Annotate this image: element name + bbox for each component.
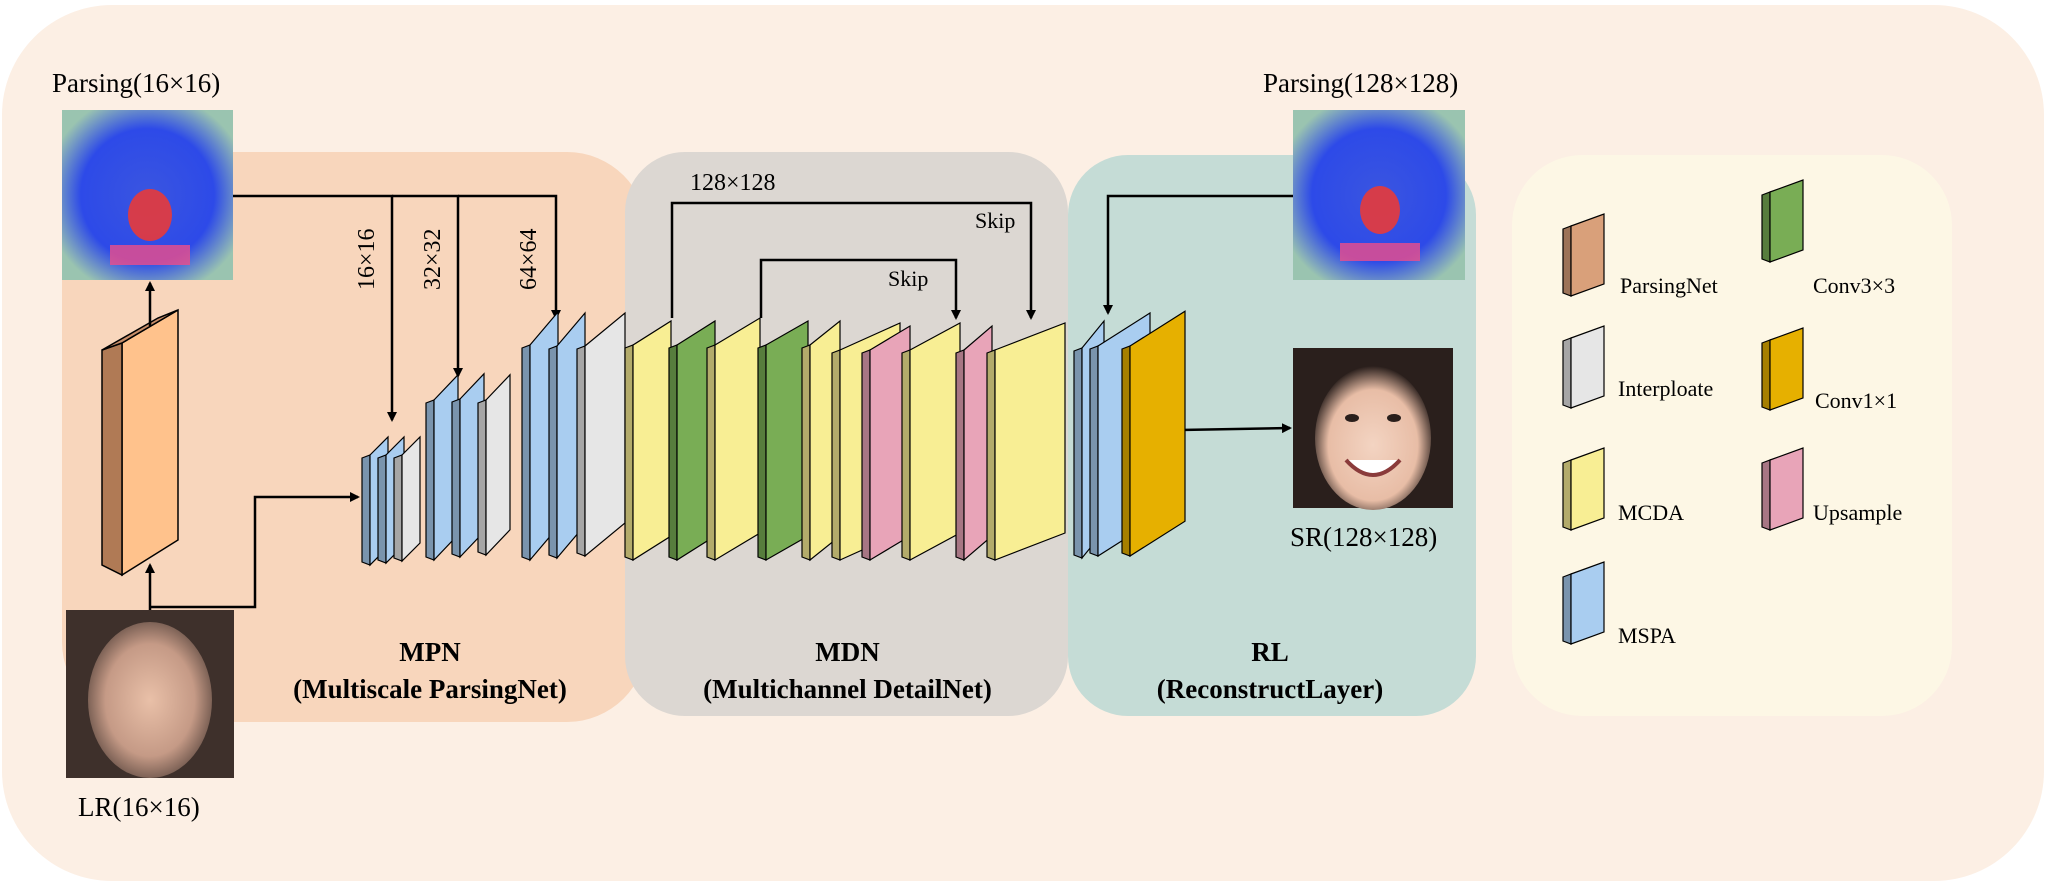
mdn-layer-block xyxy=(861,324,911,562)
skip-label-inner: Skip xyxy=(888,266,929,291)
rl-panel xyxy=(1068,155,1476,716)
legend-block-2 xyxy=(1562,325,1605,409)
legend-block-5 xyxy=(1761,447,1804,531)
parsing-small-image xyxy=(62,110,233,280)
mdn-layer-block xyxy=(624,319,672,562)
legend-panel xyxy=(1512,155,1952,716)
arrow-lr-to-mspa xyxy=(150,492,360,609)
mpn-title: MPN (Multiscale ParsingNet) xyxy=(265,634,595,708)
legend-label-conv1: Conv1×1 xyxy=(1815,388,1898,413)
mpn-layer-block xyxy=(576,311,626,558)
skip-size-label: 128×128 xyxy=(690,170,776,196)
mdn-layer-block xyxy=(757,319,809,562)
scale-label-32: 32×32 xyxy=(420,228,446,290)
legend-block-0 xyxy=(1562,213,1605,297)
mdn-title: MDN (Multichannel DetailNet) xyxy=(680,634,1015,708)
legend-label-mcda: MCDA xyxy=(1618,500,1685,525)
rl-full-name: (ReconstructLayer) xyxy=(1156,674,1384,704)
mpn-layer-block xyxy=(477,373,511,557)
mdn-layer-block xyxy=(955,324,993,562)
arrow-skip-inner xyxy=(759,258,961,320)
mpn-panel xyxy=(62,152,647,722)
rl-name: RL xyxy=(1251,637,1289,667)
mdn-layer-block xyxy=(901,321,961,562)
arrow-parsing-large-to-rl xyxy=(1103,194,1293,315)
legend-block-6 xyxy=(1562,561,1605,645)
sr-label: SR(128×128) xyxy=(1290,522,1438,552)
mpn-name: MPN xyxy=(399,637,461,667)
legend-label-parsingnet: ParsingNet xyxy=(1620,273,1718,298)
arrow-rl-to-sr xyxy=(1179,423,1292,434)
parsing-large-label: Parsing(128×128) xyxy=(1263,68,1459,98)
mpn-layer-block xyxy=(393,435,421,563)
mdn-layer-block xyxy=(706,316,761,562)
legend-label-interpolate: Interploate xyxy=(1618,376,1714,401)
mdn-layer-block xyxy=(986,322,1066,561)
parsing-small-label: Parsing(16×16) xyxy=(52,68,221,98)
legend-label-upsample: Upsample xyxy=(1813,500,1903,525)
lr-face-image xyxy=(66,610,234,778)
mpn-full-name: (Multiscale ParsingNet) xyxy=(293,674,567,704)
legend-block-1 xyxy=(1761,179,1804,263)
mdn-name: MDN xyxy=(815,637,880,667)
parsing-large-image xyxy=(1293,110,1465,280)
arrow-parsing-64 xyxy=(458,194,561,320)
rl-conv1-block xyxy=(1121,310,1186,558)
skip-label-outer: Skip xyxy=(975,208,1016,233)
legend-label-conv3: Conv3×3 xyxy=(1813,273,1896,298)
sr-face-image xyxy=(1293,348,1453,510)
mdn-full-name: (Multichannel DetailNet) xyxy=(703,674,992,704)
legend-block-3 xyxy=(1761,327,1804,411)
rl-title: RL (ReconstructLayer) xyxy=(1120,634,1420,708)
legend-label-mspa: MSPA xyxy=(1618,623,1676,648)
legend-block-4 xyxy=(1562,447,1605,531)
scale-label-64: 64×64 xyxy=(516,228,542,290)
arrow-skip-outer xyxy=(670,201,1036,320)
lr-label: LR(16×16) xyxy=(78,792,200,822)
scale-label-16: 16×16 xyxy=(354,228,380,290)
parsingnet-block xyxy=(101,308,179,577)
